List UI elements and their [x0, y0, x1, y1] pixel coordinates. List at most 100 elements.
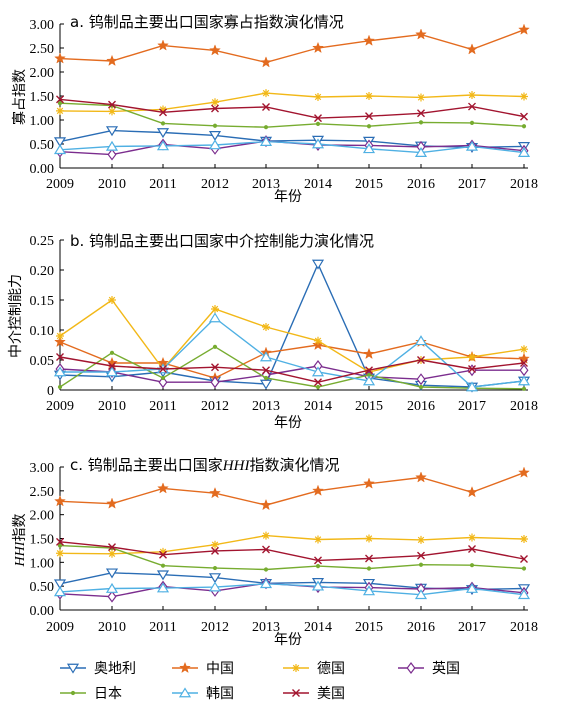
panel-a-data-point-usa	[468, 102, 476, 111]
panel-b-data-point-usa	[108, 362, 116, 370]
panel-c-series-line-korea	[59, 583, 525, 596]
panel-a-data-point-germany	[417, 93, 425, 102]
panel-c-data-point-japan	[469, 563, 475, 568]
panel-c-series-usa	[56, 537, 528, 565]
panel-b-title: b. 钨制品主要出口国家中介控制能力演化情况	[70, 232, 374, 250]
legend-label-austria: 奥地利	[94, 660, 136, 677]
panel-b-x-tick-label: 2009	[46, 399, 74, 414]
panel-c-x-tick-label: 2018	[510, 620, 538, 635]
panel-c-series-china	[54, 466, 530, 511]
panel-c-title-main: c. 钨制品主要出口国家	[70, 456, 223, 474]
panel-b-x-tick-label: 2011	[149, 399, 176, 414]
panel-a-plot-area: 0.00 0.50 1.00 1.50 2.00 2.50 3.00 2009 2010 2011…	[30, 18, 539, 192]
panel-a-y-tick-label: 0.00	[30, 162, 55, 177]
panel-b-data-point-usa	[56, 353, 64, 361]
panel-b-data-point-uk	[416, 373, 426, 386]
panel-c-plot-area: 0.00 0.50 1.00 1.50 2.00 2.50 3.00 2009 2010 2011…	[30, 461, 539, 635]
panel-b-series-usa	[56, 353, 528, 387]
panel-c-data-point-china	[312, 484, 324, 496]
panel-c-x-tick-label: 2015	[355, 620, 383, 635]
legend-item-germany: 德国	[283, 661, 345, 677]
panel-c-y-tick-label: 1.50	[30, 533, 55, 548]
panel-a-data-point-japan	[160, 121, 166, 126]
panel-c-y-axis-title-rest: 指数	[12, 514, 28, 542]
panel-a-data-point-usa	[417, 109, 425, 118]
panel-c-x-tick-label: 2016	[407, 620, 435, 635]
panel-a-y-tick-label: 3.00	[30, 18, 55, 33]
panel-a-data-point-korea	[156, 140, 170, 151]
legend-marker-germany	[292, 664, 300, 672]
panel-c-data-point-japan	[315, 564, 321, 569]
panel-c-data-point-china	[415, 471, 427, 483]
panel-a-data-point-japan	[418, 120, 424, 125]
panel-b-data-point-germany	[56, 332, 64, 340]
panel-c-data-point-usa	[314, 556, 322, 565]
panel-b-y-tick-label: 0.25	[30, 234, 55, 249]
panel-b-data-point-germany	[211, 305, 219, 313]
panel-a-y-tick-label: 1.50	[30, 90, 55, 105]
panel-b-y-tick-label: 0.20	[30, 264, 55, 279]
panel-c-y-tick-label: 1.00	[30, 556, 55, 571]
panel-b-data-point-usa	[468, 365, 476, 373]
panel-a-data-point-germany	[468, 91, 476, 100]
panel-a-data-point-usa	[108, 100, 116, 109]
panel-c-series-line-usa	[59, 541, 525, 562]
panel-a-series-germany	[56, 89, 528, 116]
panel-c-data-point-usa	[520, 555, 528, 563]
legend-marker-korea	[178, 687, 192, 698]
legend-marker-usa	[292, 689, 300, 697]
panel-a-data-point-usa	[520, 112, 528, 121]
panel-c-x-tick-label: 2010	[98, 620, 126, 635]
panel-c-data-point-korea	[105, 582, 119, 593]
panel-b-x-axis-title: 年份	[274, 415, 302, 431]
panel-b-data-point-germany	[468, 353, 476, 361]
panel-a-data-point-china	[54, 52, 66, 64]
chart-panel-c: c. 钨制品主要出口国家HHI指数演化情况 HHI指数 年份 0.000.501…	[12, 456, 538, 648]
legend-item-korea: 韩国	[172, 686, 234, 702]
panel-a-data-point-korea	[311, 138, 325, 149]
panel-c-data-point-usa	[108, 543, 116, 552]
panel-a-data-point-korea	[362, 143, 376, 154]
panel-a-data-point-korea	[53, 144, 67, 155]
panel-a-data-point-usa	[211, 104, 219, 113]
panel-a-data-point-china	[363, 34, 375, 46]
panel-c-data-point-korea	[362, 585, 376, 596]
panel-c-data-point-germany	[417, 535, 425, 544]
panel-c-data-point-china	[106, 497, 118, 509]
panel-b-data-point-china	[518, 352, 530, 364]
panel-c-title-hhi: HHI	[222, 458, 251, 474]
panel-b-data-point-korea	[414, 335, 428, 346]
panel-c-y-tick-label: 2.50	[30, 485, 55, 500]
panel-a-title: a. 钨制品主要出口国家寡占指数演化情况	[70, 13, 344, 31]
panel-c-data-point-germany	[108, 549, 116, 558]
panel-b-x-tick-label: 2012	[201, 399, 229, 414]
panel-b-data-point-japan	[521, 386, 527, 391]
panel-a-data-point-china	[209, 44, 221, 56]
panel-c-data-point-korea	[208, 581, 222, 592]
panel-c-x-tick-label: 2009	[46, 620, 74, 635]
panel-a-data-point-korea	[208, 139, 222, 150]
panel-a-x-tick-label: 2012	[201, 177, 229, 192]
legend-marker-japan	[70, 690, 76, 696]
panel-b-data-point-japan	[109, 350, 115, 355]
legend-item-china: 中国	[172, 661, 234, 677]
panel-a-x-axis-title: 年份	[274, 189, 302, 205]
panel-c-data-point-usa	[159, 550, 167, 559]
panel-b-series-line-japan	[59, 345, 525, 390]
panel-c-data-point-germany	[56, 549, 64, 558]
panel-b-y-tick-label: 0	[47, 384, 54, 399]
panel-c-data-point-austria	[156, 570, 170, 581]
panel-b-data-point-china	[54, 335, 66, 348]
panel-c-title-rest: 指数演化情况	[249, 456, 339, 474]
panel-c-series-line-austria	[59, 572, 525, 591]
panel-c-data-point-austria	[208, 573, 222, 584]
panel-c-data-point-austria	[53, 579, 67, 590]
panel-a-data-point-austria	[156, 128, 170, 139]
panel-a-data-point-japan	[521, 124, 527, 129]
panel-a-data-point-japan	[263, 125, 269, 130]
panel-b-y-axis-title: 中介控制能力	[8, 274, 24, 358]
legend-label-korea: 韩国	[206, 686, 234, 702]
panel-b-data-point-japan	[57, 384, 63, 390]
legend-label-china: 中国	[206, 661, 234, 677]
